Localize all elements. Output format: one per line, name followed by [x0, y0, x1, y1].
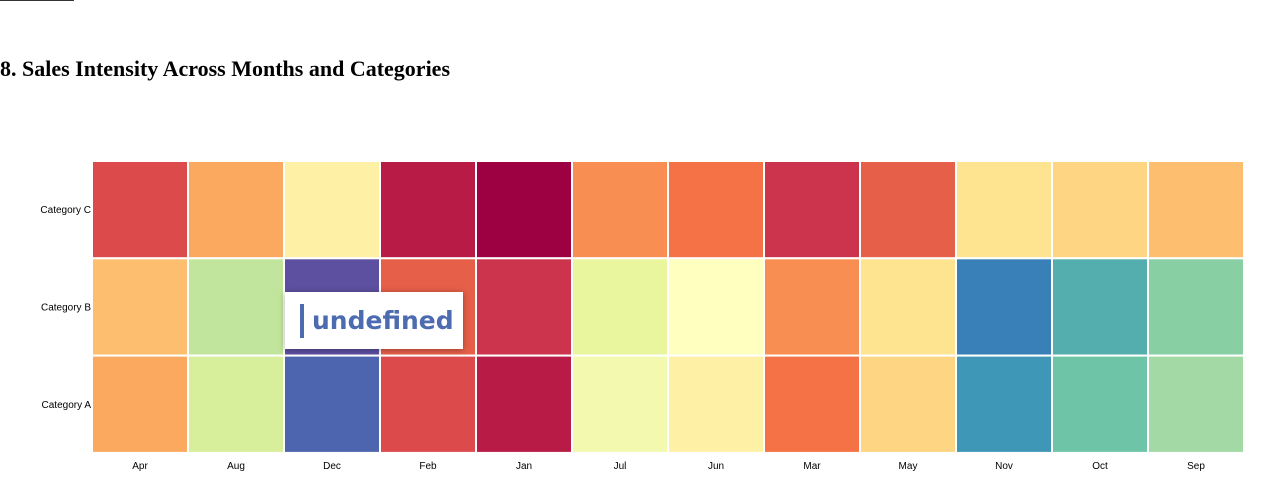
heatmap-cell-category-c-sep[interactable] [1147, 160, 1245, 260]
heatmap-cell-category-b-sep[interactable] [1147, 257, 1245, 357]
heatmap-cell-category-a-may[interactable] [859, 354, 957, 454]
heatmap-cell-category-a-jul[interactable] [571, 354, 669, 454]
y-axis-tick-label: Category B [41, 302, 91, 313]
x-axis-tick-label: Aug [227, 461, 245, 472]
heatmap-cell-category-c-dec[interactable] [283, 160, 381, 260]
heatmap-cell-category-c-may[interactable] [859, 160, 957, 260]
x-axis-tick-label: Nov [995, 461, 1013, 472]
heatmap-cell-category-b-nov[interactable] [955, 257, 1053, 357]
heatmap-cell-category-b-mar[interactable] [763, 257, 861, 357]
heatmap-cell-category-a-oct[interactable] [1051, 354, 1149, 454]
heatmap-cell-category-b-apr[interactable] [91, 257, 189, 357]
heatmap-cell-category-c-jul[interactable] [571, 160, 669, 260]
y-axis-tick-label: Category A [42, 400, 92, 411]
x-axis-tick-label: Oct [1092, 461, 1108, 472]
heatmap-cell-category-b-jun[interactable] [667, 257, 765, 357]
x-axis-tick-label: Jun [708, 461, 724, 472]
heatmap-cell-category-c-apr[interactable] [91, 160, 189, 260]
heatmap-cell-category-c-aug[interactable] [187, 160, 285, 260]
heatmap-cell-category-c-feb[interactable] [379, 160, 477, 260]
heatmap-cell-category-c-jun[interactable] [667, 160, 765, 260]
x-axis-tick-label: Apr [132, 461, 148, 472]
x-axis-tick-label: Jul [614, 461, 627, 472]
heatmap-cell-category-b-jul[interactable] [571, 257, 669, 357]
heatmap-cell-category-c-jan[interactable] [475, 160, 573, 260]
heatmap-cell-category-a-jan[interactable] [475, 354, 573, 454]
heatmap-cell-category-c-oct[interactable] [1051, 160, 1149, 260]
heatmap-cell-category-b-jan[interactable] [475, 257, 573, 357]
heatmap-cell-category-c-nov[interactable] [955, 160, 1053, 260]
x-axis-tick-label: Feb [419, 461, 437, 472]
hover-tooltip: undefined [285, 292, 463, 349]
heatmap-cell-category-a-aug[interactable] [187, 354, 285, 454]
x-axis-tick-label: May [899, 461, 918, 472]
heatmap-cell-category-a-feb[interactable] [379, 354, 477, 454]
heatmap-cell-category-a-apr[interactable] [91, 354, 189, 454]
heatmap-cell-category-b-aug[interactable] [187, 257, 285, 357]
x-axis-tick-label: Dec [323, 461, 341, 472]
y-axis-tick-label: Category C [40, 205, 91, 216]
x-axis-tick-label: Sep [1187, 461, 1205, 472]
heatmap-cell-category-a-nov[interactable] [955, 354, 1053, 454]
heatmap-cell-category-c-mar[interactable] [763, 160, 861, 260]
tooltip-accent-bar [300, 303, 304, 338]
page-title: 8. Sales Intensity Across Months and Cat… [0, 56, 451, 81]
tooltip-text: undefined [312, 306, 454, 335]
heatmap-cell-category-a-jun[interactable] [667, 354, 765, 454]
heatmap-cell-category-b-may[interactable] [859, 257, 957, 357]
x-axis-tick-label: Mar [803, 461, 821, 472]
heatmap-cell-category-a-mar[interactable] [763, 354, 861, 454]
heatmap-cell-category-b-oct[interactable] [1051, 257, 1149, 357]
x-axis-tick-label: Jan [516, 461, 532, 472]
heatmap-cell-category-a-sep[interactable] [1147, 354, 1245, 454]
top-divider [0, 0, 74, 1]
heatmap-cell-category-a-dec[interactable] [283, 354, 381, 454]
